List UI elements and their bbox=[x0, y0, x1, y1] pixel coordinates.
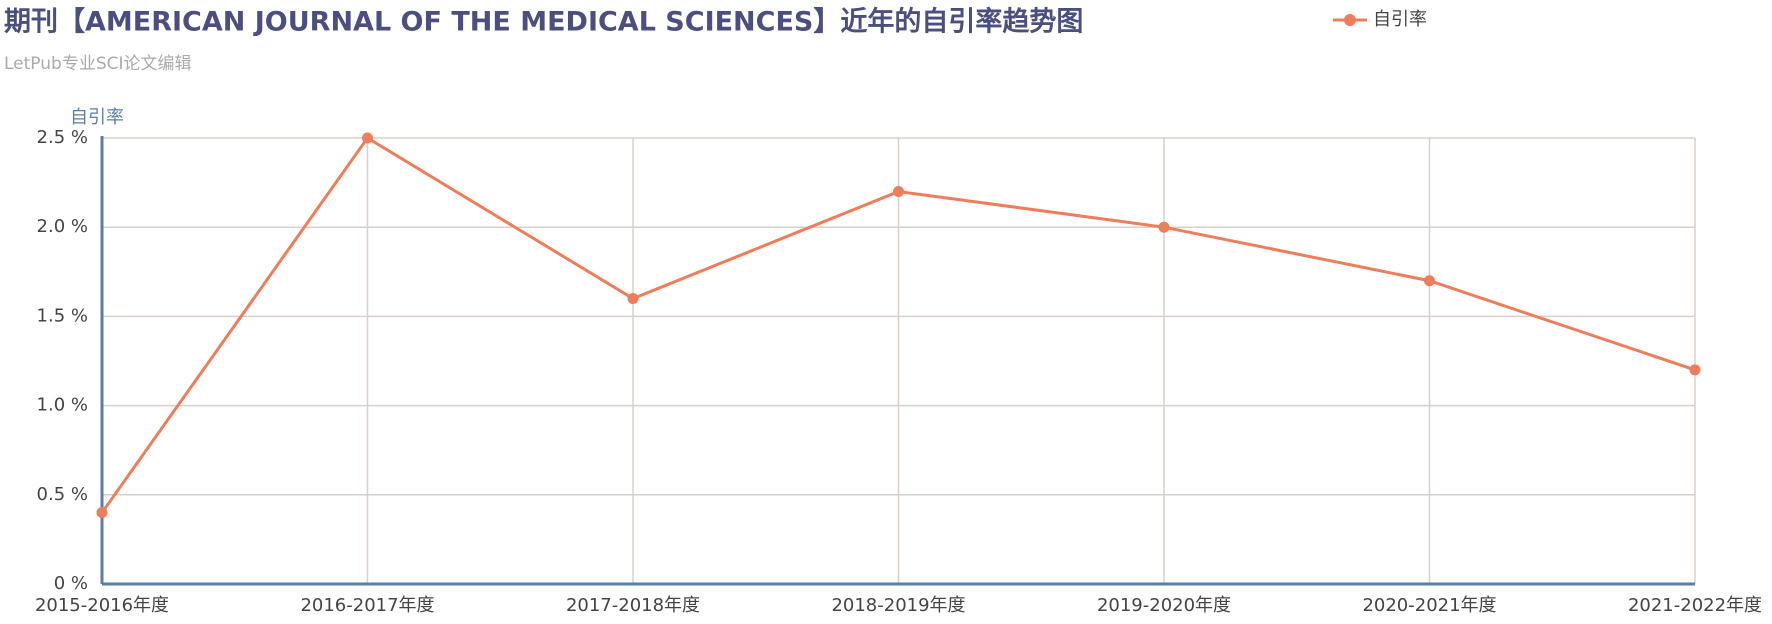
data-point bbox=[1424, 275, 1435, 287]
data-point bbox=[362, 132, 373, 144]
legend-label: 自引率 bbox=[1373, 9, 1427, 30]
x-tick-label: 2018-2019年度 bbox=[831, 595, 965, 616]
x-tick-label: 2015-2016年度 bbox=[35, 595, 169, 616]
data-point bbox=[627, 293, 639, 305]
y-tick-label: 2.0 % bbox=[37, 216, 88, 237]
data-point bbox=[96, 507, 108, 519]
legend-marker bbox=[1344, 14, 1356, 26]
y-tick-label: 2.5 % bbox=[37, 127, 88, 148]
data-point bbox=[893, 186, 904, 198]
y-axis-title: 自引率 bbox=[70, 107, 124, 128]
data-point bbox=[1158, 221, 1170, 233]
x-tick-label: 2021-2022年度 bbox=[1628, 595, 1762, 616]
data-point bbox=[1689, 364, 1701, 376]
y-tick-label: 0 % bbox=[54, 573, 88, 594]
x-tick-label: 2020-2021年度 bbox=[1362, 595, 1496, 616]
x-tick-label: 2019-2020年度 bbox=[1097, 595, 1231, 616]
chart-subtitle: LetPub专业SCI论文编辑 bbox=[4, 54, 192, 74]
y-tick-label: 0.5 % bbox=[37, 484, 88, 505]
y-tick-label: 1.5 % bbox=[37, 305, 88, 326]
x-tick-label: 2016-2017年度 bbox=[300, 595, 434, 616]
chart-title: 期刊【AMERICAN JOURNAL OF THE MEDICAL SCIEN… bbox=[4, 6, 1083, 38]
y-tick-label: 1.0 % bbox=[37, 395, 88, 416]
x-tick-label: 2017-2018年度 bbox=[566, 595, 700, 616]
